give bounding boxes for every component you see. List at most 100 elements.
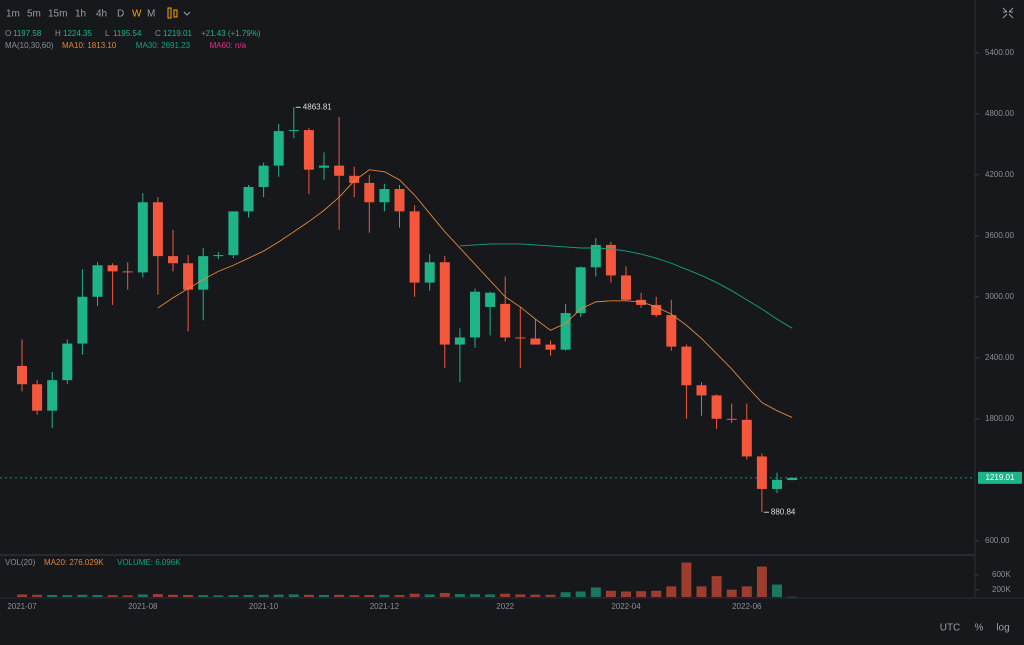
- ma-legend: MA60: n/a: [210, 41, 247, 50]
- candle-body: [394, 189, 405, 212]
- volume-bar: [470, 594, 480, 597]
- volume-title: VOL(20): [5, 558, 36, 567]
- candle-body: [696, 385, 707, 396]
- y-tick-label: 1800.00: [985, 414, 1014, 423]
- candle-body: [62, 343, 73, 381]
- interval-button[interactable]: 1h: [75, 9, 86, 20]
- candle-body: [152, 202, 163, 257]
- volume-tick-label: 600K: [992, 570, 1011, 579]
- y-tick-label: 2400.00: [985, 353, 1014, 362]
- candle-body: [605, 244, 616, 276]
- candle-body: [334, 165, 345, 176]
- interval-button[interactable]: 15m: [48, 9, 67, 20]
- candle-body: [590, 244, 601, 268]
- ohlc-key: C: [155, 29, 161, 38]
- candle-body: [560, 313, 571, 350]
- interval-button[interactable]: 5m: [27, 9, 41, 20]
- interval-button[interactable]: W: [132, 9, 142, 20]
- volume-bar: [651, 590, 662, 597]
- volume-bar: [183, 594, 194, 597]
- interval-button[interactable]: 4h: [96, 9, 107, 20]
- volume-bar: [168, 594, 178, 597]
- candle-body: [303, 130, 314, 170]
- volume-bar: [545, 594, 556, 597]
- ma-line: [157, 169, 793, 418]
- volume-bar: [364, 594, 375, 597]
- volume-bar: [62, 595, 73, 597]
- candle-body: [575, 267, 586, 314]
- footer-button[interactable]: %: [975, 623, 984, 634]
- candle-body: [666, 315, 677, 347]
- candle-body: [439, 262, 450, 345]
- candle-icon[interactable]: [167, 7, 178, 19]
- volume-bar: [696, 586, 707, 597]
- ohlc-key: H: [55, 29, 61, 38]
- volume-bar: [394, 594, 405, 597]
- candle-body: [107, 265, 118, 272]
- candle-body: [651, 304, 662, 316]
- volume-bar: [198, 595, 209, 597]
- fullscreen-icon[interactable]: [1002, 7, 1014, 19]
- candle-body: [258, 165, 269, 187]
- ohlc-value: 1195.54: [113, 29, 142, 38]
- volume-bar: [711, 576, 722, 597]
- footer-button[interactable]: log: [996, 623, 1009, 634]
- x-tick-label: 2021-08: [128, 602, 158, 611]
- high-label: 4863.81: [303, 102, 332, 111]
- volume-bar: [334, 594, 345, 597]
- volume-bar: [454, 594, 465, 597]
- footer-button[interactable]: UTC: [940, 623, 961, 634]
- candle-body: [756, 456, 767, 489]
- candle-body: [168, 256, 178, 264]
- price-tag-label: 1219.01: [986, 473, 1015, 482]
- volume-bar: [258, 594, 269, 597]
- volume-bar: [515, 594, 526, 597]
- candle-body: [470, 291, 480, 338]
- candle-body: [17, 365, 27, 385]
- chevron[interactable]: [183, 11, 191, 16]
- change: +21.43 (+1.79%): [201, 29, 261, 38]
- volume-bar: [92, 594, 103, 597]
- volume-bar: [575, 591, 586, 597]
- candle-body: [137, 202, 148, 273]
- volume-bar: [681, 562, 692, 597]
- volume-bar: [605, 590, 616, 597]
- y-tick-label: 600.00: [985, 536, 1010, 545]
- x-tick-label: 2022-06: [732, 602, 762, 611]
- volume-bar: [772, 584, 782, 597]
- candle-body: [32, 384, 43, 411]
- volume-value: VOLUME: 6.096K: [117, 558, 181, 567]
- icon-part: [173, 9, 178, 18]
- interval-button[interactable]: D: [117, 9, 124, 20]
- ohlc-key: L: [105, 29, 110, 38]
- candle-body: [92, 265, 103, 297]
- candle-body: [500, 303, 511, 338]
- interval-button[interactable]: M: [147, 9, 155, 20]
- candle-body: [636, 299, 647, 305]
- candle-body: [485, 292, 496, 307]
- ma-title: MA(10,30,60): [5, 41, 54, 50]
- volume-bar: [319, 594, 329, 597]
- volume-bar: [288, 594, 299, 597]
- y-tick-label: 4800.00: [985, 109, 1014, 118]
- candle-body: [122, 271, 133, 273]
- y-tick-label: 3000.00: [985, 292, 1014, 301]
- volume-tick-label: 200K: [992, 585, 1011, 594]
- volume-bar: [228, 595, 239, 597]
- price-tag: [978, 471, 1022, 484]
- candle-body: [213, 255, 224, 257]
- volume-bar: [726, 589, 737, 597]
- candle-body: [726, 418, 737, 420]
- volume-bar: [137, 594, 148, 597]
- volume-bar: [17, 594, 27, 597]
- candle-body: [530, 338, 541, 345]
- volume-bar: [424, 594, 435, 597]
- volume-bar: [409, 593, 420, 597]
- volume-bar: [107, 595, 118, 597]
- candle-body: [409, 211, 420, 283]
- volume-bar: [530, 594, 541, 597]
- interval-button[interactable]: 1m: [6, 9, 20, 20]
